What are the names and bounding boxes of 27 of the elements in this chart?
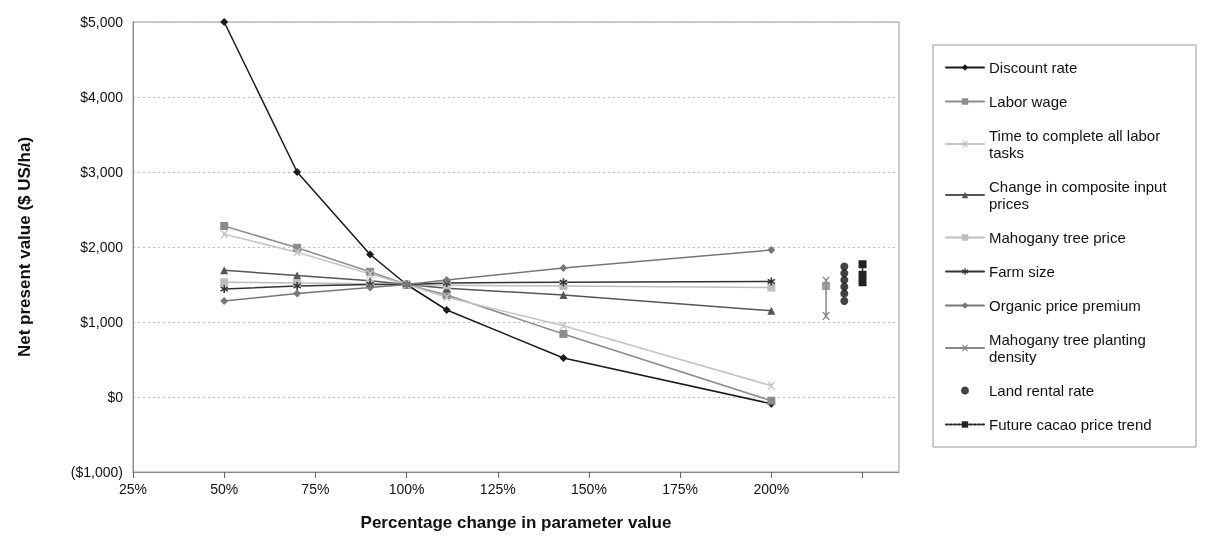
x-tick-label: 200% <box>753 481 790 497</box>
x-axis-title: Percentage change in parameter value <box>360 513 672 532</box>
legend-label: Farm size <box>989 263 1055 280</box>
x-tick-label: 175% <box>662 481 699 497</box>
x-tick-label: 100% <box>388 481 425 497</box>
legend-label: Time to complete all labor tasks <box>989 127 1165 161</box>
y-tick-label: ($1,000) <box>70 464 123 480</box>
legend-label: Land rental rate <box>989 382 1095 399</box>
y-tick-label: $1,000 <box>80 314 124 330</box>
y-tick-label: $4,000 <box>80 89 124 105</box>
legend-label: Organic price premium <box>989 297 1141 314</box>
legend-label: Change in composite input prices <box>989 178 1171 212</box>
x-tick-label: 75% <box>301 481 330 497</box>
legend-label: Mahogany tree price <box>989 229 1126 246</box>
x-tick-label: 150% <box>571 481 607 497</box>
y-tick-label: $2,000 <box>80 239 124 255</box>
y-tick-label: $0 <box>107 389 124 405</box>
y-axis-title: Net present value ($ US/ha) <box>15 136 34 358</box>
x-tick-label: 50% <box>210 481 239 497</box>
x-tick-label: 25% <box>118 481 148 497</box>
legend-label: Future cacao price trend <box>989 416 1152 433</box>
x-tick-label: 125% <box>479 481 516 497</box>
legend-label: Discount rate <box>989 59 1078 76</box>
legend-label: Labor wage <box>989 93 1068 110</box>
y-tick-label: $5,000 <box>80 14 124 30</box>
legend-label: Mahogany tree planting density <box>989 331 1150 365</box>
y-tick-label: $3,000 <box>80 164 124 180</box>
